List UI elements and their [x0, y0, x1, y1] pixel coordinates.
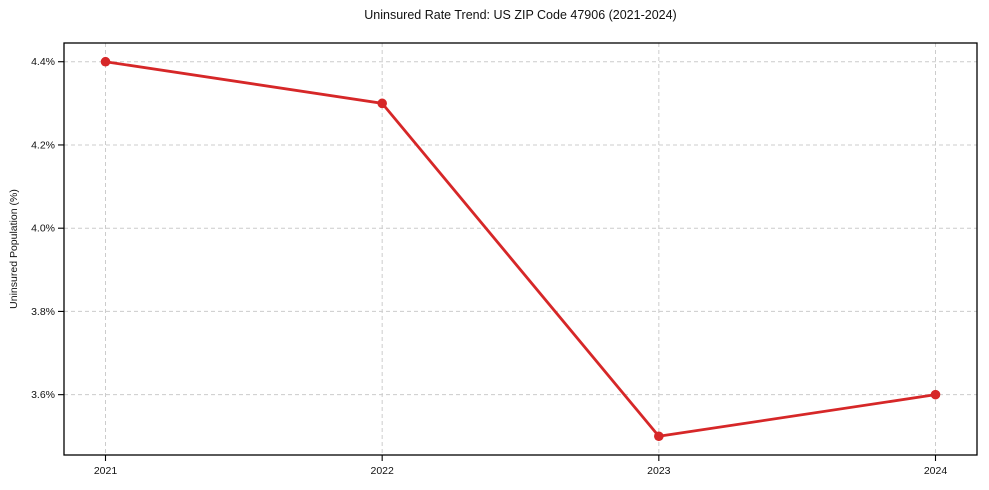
x-tick-label: 2021: [94, 465, 118, 477]
y-tick-label: 4.4%: [31, 56, 55, 68]
data-point: [377, 98, 387, 109]
chart-title: Uninsured Rate Trend: US ZIP Code 47906 …: [364, 8, 677, 22]
x-tick-label: 2023: [647, 465, 671, 477]
x-tick-label: 2024: [924, 465, 948, 477]
data-point: [930, 389, 941, 400]
plot-border: [63, 42, 978, 456]
y-tick-label: 3.6%: [31, 389, 55, 401]
x-tick-label: 2022: [370, 465, 394, 477]
y-tick-label: 3.8%: [31, 306, 55, 318]
data-point: [100, 56, 111, 67]
y-tick-label: 4.0%: [31, 223, 55, 235]
data-point: [654, 431, 664, 442]
y-tick-label: 4.2%: [31, 139, 55, 151]
trend-line: [104, 60, 937, 438]
